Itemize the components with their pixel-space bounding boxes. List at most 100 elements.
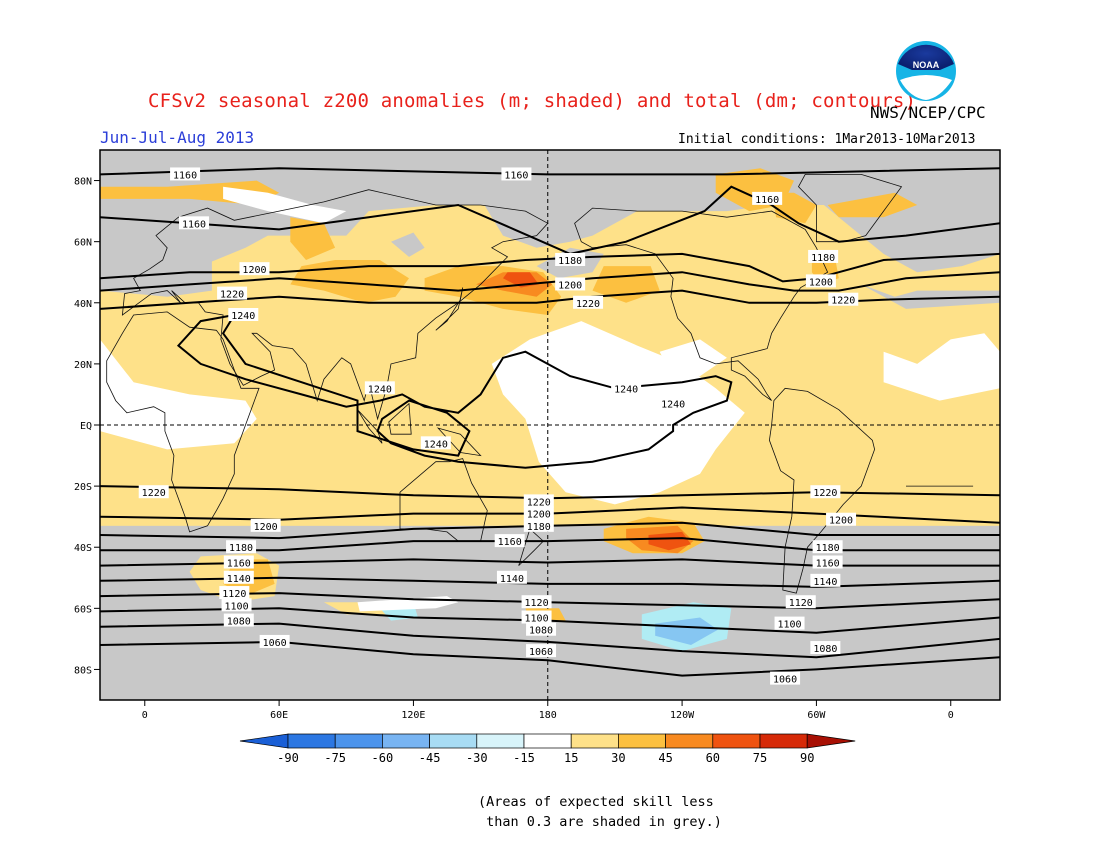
contour-label: 1120 <box>521 595 552 609</box>
colorbar-label: 60 <box>706 751 720 765</box>
contour-label: 1080 <box>223 613 254 628</box>
coast-newguinea <box>436 427 482 457</box>
contour-label-text: 1160 <box>816 559 840 570</box>
grey-beringia <box>480 198 817 248</box>
contour-label-bg <box>785 595 816 609</box>
colorbar-segment <box>618 733 666 749</box>
contour-label: 1200 <box>239 262 270 276</box>
contour-label: 1220 <box>828 292 859 307</box>
contour-label: 1140 <box>496 570 527 585</box>
contour-label-bg <box>523 518 554 532</box>
contour-label-text: 1220 <box>576 299 600 310</box>
contour-label-bg <box>223 570 254 584</box>
contour-label-text: 1140 <box>500 574 524 585</box>
contour-label-text: 1060 <box>529 647 553 658</box>
neutral-subtropics <box>659 339 727 377</box>
contour-label: 1160 <box>170 167 201 181</box>
contour-label: 1120 <box>785 595 816 609</box>
contour-1240 <box>176 314 733 469</box>
contour-label-bg <box>812 540 843 554</box>
contour-label-bg <box>521 595 552 609</box>
colorbar-label: -45 <box>419 751 441 765</box>
contour-label: 1180 <box>555 253 586 267</box>
contour-label-bg <box>496 570 527 584</box>
contour-label: 1240 <box>228 308 259 322</box>
contour-label: 1160 <box>179 216 210 230</box>
contour-label-text: 1180 <box>811 253 835 264</box>
contour-label: 1220 <box>523 494 554 508</box>
contour-label-bg <box>501 167 532 181</box>
contour-label-text: 1160 <box>173 170 197 181</box>
latitude-axis: 80N 60N 40N 20N EQ 20S 40S 60S 80S <box>74 177 100 676</box>
contour-label-bg <box>573 295 604 309</box>
contour-label-bg <box>555 253 586 266</box>
contour-label-text: 1220 <box>220 290 244 301</box>
contour-label: 1200 <box>805 274 836 288</box>
reference-lines <box>100 150 1000 700</box>
contour-label-text: 1060 <box>773 675 797 686</box>
contour-label-text: 1240 <box>368 384 392 395</box>
contour-label-bg <box>259 634 290 648</box>
lon-tick-label: 120W <box>670 710 695 721</box>
contour-label-bg <box>521 610 552 624</box>
colorbar-segment <box>665 733 714 749</box>
contour-label: 1100 <box>221 598 252 612</box>
contour-label-bg <box>526 644 557 658</box>
contour-label: 1240 <box>364 381 395 395</box>
contour-label-text: 1220 <box>527 497 551 508</box>
contour-label-bg <box>239 262 270 276</box>
contour-label: 1200 <box>826 512 857 527</box>
contour-label: 1240 <box>420 436 451 450</box>
coast-newzealand <box>518 528 544 566</box>
contour-label-text: 1200 <box>242 265 266 276</box>
contour-label-text: 1120 <box>525 598 549 609</box>
map-title: CFSv2 seasonal z200 anomalies (m; shaded… <box>148 90 917 112</box>
contour-label-bg <box>138 485 169 499</box>
contour-label: 1240 <box>611 381 642 395</box>
contour-label: 1060 <box>259 634 290 649</box>
contour-label-text: 1240 <box>231 311 255 322</box>
contour-label: 1180 <box>812 540 843 554</box>
contour-label-text: 1140 <box>813 577 837 588</box>
contour-label-text: 1240 <box>661 400 685 411</box>
colorbar-label: 45 <box>658 751 672 765</box>
neutral-arctic <box>223 186 347 224</box>
colorbar-segment <box>712 733 761 749</box>
anom-baffin <box>771 192 817 224</box>
coast-northamerica <box>574 207 829 401</box>
contour-label-bg <box>774 616 805 630</box>
contour-label: 1220 <box>217 286 248 301</box>
coast-japan <box>435 287 464 331</box>
contour-1200 <box>100 271 1000 292</box>
colorbar-label: -90 <box>277 751 299 765</box>
contour-label-bg <box>523 494 554 508</box>
contour-label-bg <box>810 573 841 587</box>
contour-label-bg <box>523 506 554 520</box>
contour-label-text: 1120 <box>789 598 813 609</box>
contour-label-bg <box>808 249 839 263</box>
contour-label: 1200 <box>250 518 281 533</box>
contour-label: 1220 <box>138 485 169 499</box>
neutral-atlantic <box>883 333 1000 401</box>
lat-tick-label: 80S <box>74 665 92 676</box>
contour-label-bg <box>658 396 689 410</box>
colorbar-segment <box>382 733 430 749</box>
contour-label: 1140 <box>223 570 254 585</box>
colorbar-segment <box>759 733 808 749</box>
lat-tick-label: 40N <box>74 299 92 310</box>
contour-label: 1200 <box>523 506 554 521</box>
contour-label-text: 1100 <box>525 614 549 625</box>
coast-borneo <box>388 402 412 435</box>
colorbar-segment <box>570 733 619 749</box>
contour-label-text: 1100 <box>225 601 249 612</box>
colorbar-label: 30 <box>611 751 625 765</box>
contour-label-text: 1200 <box>254 522 278 533</box>
lon-tick-label: 60E <box>270 710 288 721</box>
contour-label: 1100 <box>521 610 552 625</box>
contour-label-bg <box>226 540 257 554</box>
lat-tick-label: 80N <box>74 177 92 188</box>
contour-label-text: 1160 <box>182 219 206 230</box>
